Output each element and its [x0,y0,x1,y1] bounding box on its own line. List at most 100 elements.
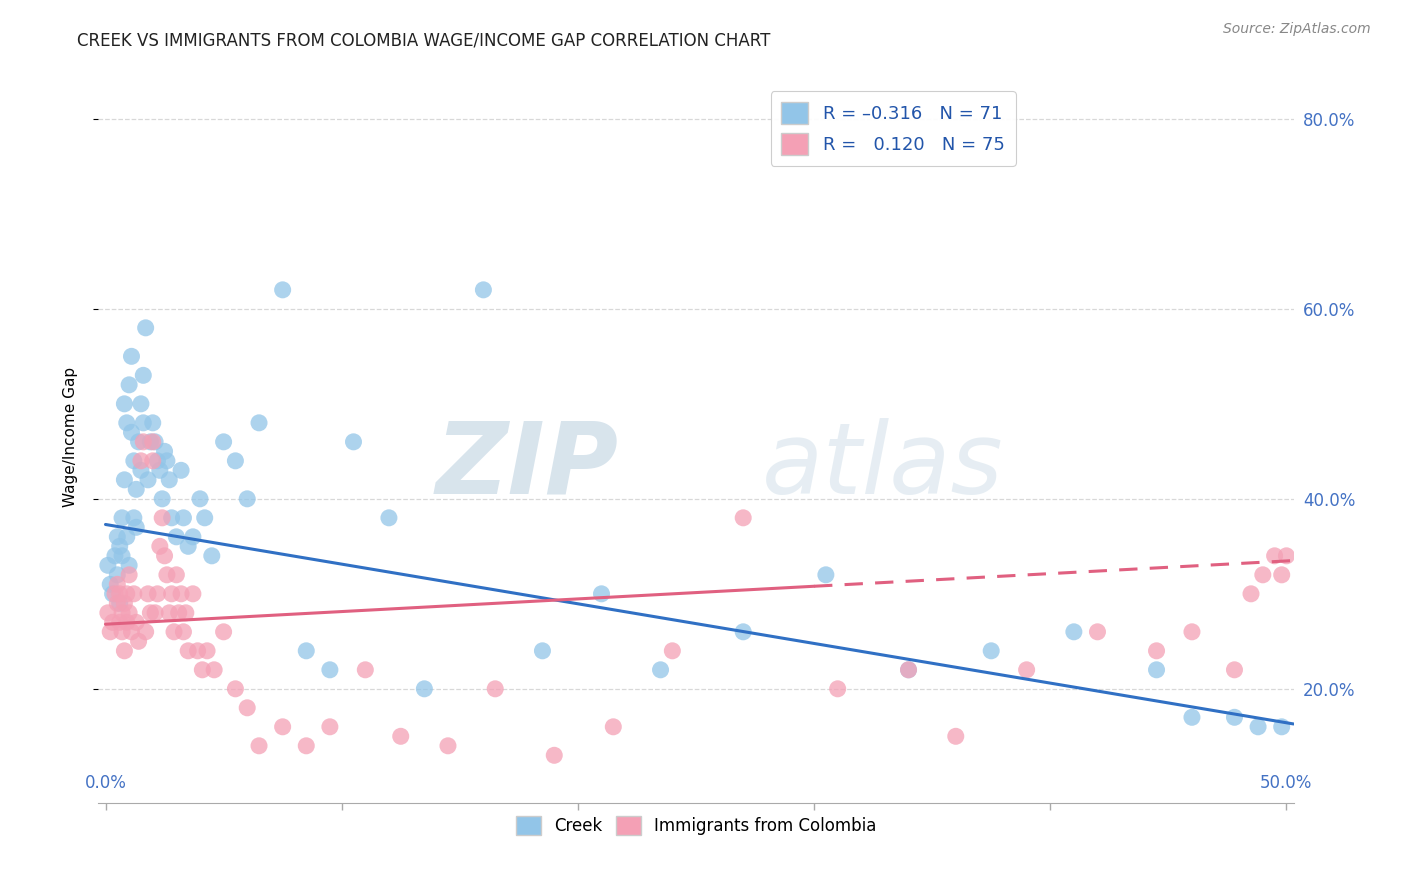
Point [146,587,169,601]
Point [97,558,120,573]
Point [153,549,176,563]
Point [98,624,121,639]
Point [980,644,1002,658]
Point [111,624,134,639]
Point [136,587,159,601]
Point [139,606,162,620]
Point [827,681,849,696]
Point [531,644,554,658]
Point [212,624,235,639]
Point [156,454,179,468]
Point [132,416,155,430]
Point [342,434,364,449]
Point [150,491,173,506]
Point [105,530,128,544]
Point [661,644,683,658]
Point [181,530,204,544]
Point [163,624,186,639]
Point [104,549,127,563]
Point [122,587,145,601]
Point [1247,720,1270,734]
Point [1264,549,1286,563]
Point [1146,663,1168,677]
Point [111,606,134,620]
Point [101,615,124,630]
Point [136,473,159,487]
Point [142,434,165,449]
Point [132,368,155,383]
Point [132,434,155,449]
Point [177,644,200,658]
Point [1181,710,1204,724]
Text: atlas: atlas [762,417,1004,515]
Point [160,587,183,601]
Point [122,511,145,525]
Point [157,473,180,487]
Text: Source: ZipAtlas.com: Source: ZipAtlas.com [1223,22,1371,37]
Point [105,567,128,582]
Point [97,606,120,620]
Point [295,739,318,753]
Point [149,463,172,477]
Point [112,596,135,610]
Legend: Creek, Immigrants from Colombia: Creek, Immigrants from Colombia [509,809,883,842]
Point [112,473,135,487]
Point [212,434,235,449]
Point [1251,567,1274,582]
Point [650,663,672,677]
Point [484,681,506,696]
Point [1271,567,1294,582]
Point [156,567,179,582]
Point [115,615,138,630]
Point [165,530,187,544]
Point [108,587,131,601]
Point [149,539,172,553]
Point [98,577,121,591]
Point [945,729,967,743]
Point [295,644,318,658]
Point [142,416,165,430]
Point [236,491,259,506]
Point [146,454,169,468]
Point [437,739,460,753]
Point [247,739,270,753]
Point [378,511,401,525]
Point [1223,663,1246,677]
Text: 50.0%: 50.0% [1260,773,1313,791]
Point [177,539,200,553]
Point [1275,549,1298,563]
Point [195,644,218,658]
Point [1240,587,1263,601]
Point [1087,624,1109,639]
Point [129,397,152,411]
Point [236,701,259,715]
Point [115,587,138,601]
Point [1223,710,1246,724]
Text: ZIP: ZIP [436,417,619,515]
Point [125,483,148,497]
Point [121,425,143,440]
Point [118,377,141,392]
Point [101,587,124,601]
Point [128,434,150,449]
Point [1181,624,1204,639]
Point [157,606,180,620]
Point [121,624,143,639]
Point [271,283,294,297]
Point [160,511,183,525]
Point [121,349,143,363]
Point [733,624,755,639]
Point [125,615,148,630]
Point [143,434,166,449]
Point [897,663,920,677]
Point [104,587,127,601]
Point [112,644,135,658]
Point [181,587,204,601]
Point [111,511,134,525]
Point [224,681,246,696]
Point [135,624,157,639]
Point [150,511,173,525]
Point [135,321,157,335]
Point [172,511,194,525]
Point [129,463,152,477]
